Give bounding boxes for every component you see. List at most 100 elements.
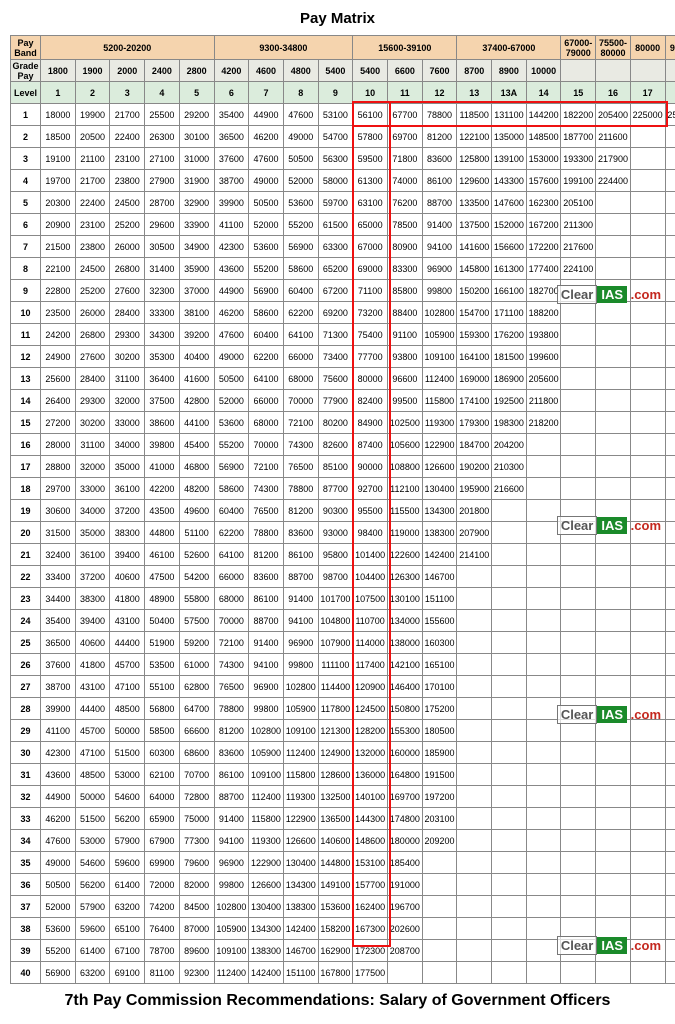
cell: 39400	[75, 610, 110, 632]
cell	[526, 566, 561, 588]
cell	[665, 786, 675, 808]
row-index: 37	[11, 896, 41, 918]
table-row: 2839900444004850056800647007880099800105…	[11, 698, 675, 720]
cell: 151100	[422, 588, 457, 610]
row-index: 7	[11, 236, 41, 258]
cell: 22100	[41, 258, 76, 280]
cell: 29300	[110, 324, 145, 346]
cell	[665, 522, 675, 544]
cell: 162300	[526, 192, 561, 214]
payband-col: 15600-39100	[353, 36, 457, 60]
gradepay-col: 5400	[318, 60, 353, 82]
cell: 50000	[110, 720, 145, 742]
cell	[596, 192, 631, 214]
cell: 37600	[41, 654, 76, 676]
cell	[665, 874, 675, 896]
cell	[422, 940, 457, 962]
gradepay-col: 5400	[353, 60, 388, 82]
cell: 86100	[283, 544, 318, 566]
cell: 99800	[214, 874, 249, 896]
cell: 174800	[387, 808, 422, 830]
table-row: 9228002520027600323003700044900569006040…	[11, 280, 675, 302]
cell: 26400	[41, 390, 76, 412]
cell: 83600	[214, 742, 249, 764]
cell: 38100	[179, 302, 214, 324]
cell: 25600	[41, 368, 76, 390]
cell	[492, 808, 527, 830]
cell: 24900	[41, 346, 76, 368]
cell: 91400	[214, 808, 249, 830]
row-index: 23	[11, 588, 41, 610]
gradepay-col: 2000	[110, 60, 145, 82]
cell: 46200	[249, 126, 284, 148]
cell	[596, 302, 631, 324]
cell: 37500	[145, 390, 180, 412]
cell: 72100	[214, 632, 249, 654]
cell	[561, 676, 596, 698]
cell	[630, 522, 665, 544]
cell: 225000	[630, 104, 665, 126]
cell: 71100	[353, 280, 388, 302]
cell: 46200	[214, 302, 249, 324]
cell: 114400	[318, 676, 353, 698]
cell: 30100	[179, 126, 214, 148]
cell: 122900	[283, 808, 318, 830]
cell: 75600	[318, 368, 353, 390]
cell: 87400	[353, 434, 388, 456]
cell: 58000	[318, 170, 353, 192]
cell	[630, 720, 665, 742]
table-body: 1180001990021700255002920035400449004760…	[11, 104, 675, 984]
level-col: 5	[179, 82, 214, 104]
cell: 37600	[214, 148, 249, 170]
cell: 56200	[75, 874, 110, 896]
cell: 110700	[353, 610, 388, 632]
table-row: 1023500260002840033300381004620058600622…	[11, 302, 675, 324]
cell: 61400	[110, 874, 145, 896]
cell: 43500	[145, 500, 180, 522]
cell: 18500	[41, 126, 76, 148]
row-index: 29	[11, 720, 41, 742]
cell: 93000	[318, 522, 353, 544]
table-row: 3042300471005150060300686008360010590011…	[11, 742, 675, 764]
cell: 22800	[41, 280, 76, 302]
cell: 41100	[214, 214, 249, 236]
cell	[457, 654, 492, 676]
cell: 64100	[214, 544, 249, 566]
cell	[630, 478, 665, 500]
cell: 193800	[526, 324, 561, 346]
page-caption: 7th Pay Commission Recommendations: Sala…	[10, 992, 665, 1010]
cell: 91400	[283, 588, 318, 610]
cell: 171100	[492, 302, 527, 324]
table-row: 2031500350003830044800511006220078800836…	[11, 522, 675, 544]
cell: 105900	[422, 324, 457, 346]
gradepay-col: 7600	[422, 60, 457, 82]
cell: 45400	[179, 434, 214, 456]
cell: 59500	[353, 148, 388, 170]
cell	[665, 236, 675, 258]
cell: 38600	[145, 412, 180, 434]
cell: 144300	[353, 808, 388, 830]
cell: 143300	[492, 170, 527, 192]
cell: 54200	[179, 566, 214, 588]
cell: 40600	[110, 566, 145, 588]
row-index: 5	[11, 192, 41, 214]
cell: 95800	[318, 544, 353, 566]
cell: 130100	[387, 588, 422, 610]
cell: 209200	[422, 830, 457, 852]
cell: 72100	[249, 456, 284, 478]
table-row: 1325600284003110036400416005050064100680…	[11, 368, 675, 390]
cell: 162400	[353, 896, 388, 918]
table-row: 1527200302003300038600441005360068000721…	[11, 412, 675, 434]
cell	[492, 874, 527, 896]
cell	[492, 544, 527, 566]
cell: 126600	[249, 874, 284, 896]
cell	[665, 544, 675, 566]
cell	[492, 522, 527, 544]
cell: 47600	[214, 324, 249, 346]
cell	[561, 786, 596, 808]
cell: 25200	[75, 280, 110, 302]
cell	[630, 852, 665, 874]
cell	[492, 566, 527, 588]
cell	[665, 324, 675, 346]
cell: 109100	[283, 720, 318, 742]
